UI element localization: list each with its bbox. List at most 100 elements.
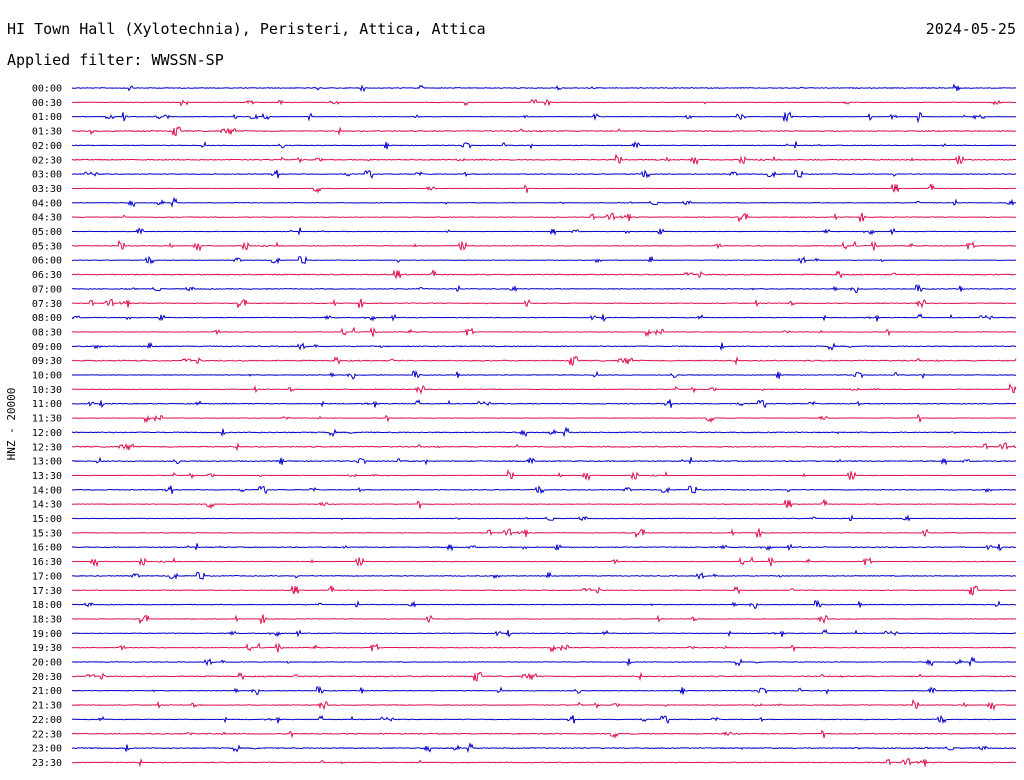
row-time-label: 02:00: [32, 141, 62, 152]
plot-date: 2024-05-25: [925, 20, 1016, 38]
trace-row-0630: [71, 269, 1017, 279]
trace-row-1530: [71, 528, 1017, 538]
trace-row-0130: [71, 126, 1017, 137]
trace-row-2230: [71, 729, 1017, 739]
row-time-label: 00:30: [32, 98, 62, 109]
trace-row-0800: [71, 313, 1017, 323]
trace-row-1130: [71, 414, 1017, 424]
row-time-label: 21:00: [32, 686, 62, 697]
row-time-label: 08:30: [32, 327, 62, 338]
row-time-label: 13:00: [32, 457, 62, 468]
trace-row-2000: [71, 656, 1017, 668]
row-time-label: 06:00: [32, 256, 62, 267]
row-time-label: 15:30: [32, 528, 62, 539]
row-time-label: 04:30: [32, 213, 62, 224]
row-time-label: 06:30: [32, 270, 62, 281]
row-time-label: 14:00: [32, 485, 62, 496]
row-time-label: 00:00: [32, 84, 62, 95]
row-time-label: 03:00: [32, 170, 62, 181]
row-time-label: 20:00: [32, 658, 62, 669]
trace-row-1630: [71, 556, 1017, 568]
row-time-label: 09:00: [32, 342, 62, 353]
trace-row-1300: [71, 456, 1017, 466]
row-time-label: 19:00: [32, 629, 62, 640]
row-time-label: 07:00: [32, 284, 62, 295]
row-time-label: 23:30: [32, 758, 62, 769]
row-time-label: 04:00: [32, 198, 62, 209]
trace-row-1400: [71, 485, 1017, 495]
filter-label: Applied filter: WWSSN-SP: [7, 51, 224, 69]
trace-row-0000: [71, 83, 1017, 93]
trace-row-0500: [71, 227, 1017, 237]
trace-row-1900: [71, 628, 1017, 638]
trace-row-0600: [72, 255, 1017, 265]
row-time-label: 11:00: [32, 399, 62, 410]
trace-row-2330: [71, 757, 1017, 768]
row-time-label: 12:30: [32, 442, 62, 453]
row-time-label: 20:30: [32, 672, 62, 683]
row-time-label: 18:00: [32, 600, 62, 611]
row-time-label: 03:30: [32, 184, 62, 195]
row-time-label: 05:00: [32, 227, 62, 238]
trace-row-1200: [71, 426, 1017, 438]
trace-row-2130: [71, 698, 1017, 711]
row-time-label: 10:00: [32, 371, 62, 382]
row-time-label: 15:00: [32, 514, 62, 525]
trace-row-1100: [71, 399, 1017, 409]
trace-row-0530: [71, 239, 1017, 252]
trace-row-1600: [71, 543, 1017, 552]
row-time-label: 12:00: [32, 428, 62, 439]
row-time-label: 01:30: [32, 127, 62, 138]
trace-row-0400: [71, 196, 1017, 208]
row-time-label: 10:30: [32, 385, 62, 396]
trace-row-0900: [71, 341, 1017, 351]
trace-row-0700: [71, 283, 1017, 294]
trace-row-0200: [71, 140, 1017, 150]
trace-row-0930: [71, 355, 1017, 366]
trace-row-2200: [71, 714, 1017, 725]
trace-row-1700: [71, 571, 1017, 581]
row-time-label: 02:30: [32, 155, 62, 166]
trace-row-0830: [71, 326, 1017, 338]
row-time-label: 22:00: [32, 715, 62, 726]
trace-row-2030: [71, 671, 1016, 682]
trace-row-1430: [71, 499, 1017, 510]
trace-row-0730: [71, 298, 1017, 309]
trace-row-2100: [71, 685, 1017, 696]
row-time-label: 21:30: [32, 701, 62, 712]
trace-row-0030: [71, 98, 1017, 107]
row-time-label: 17:30: [32, 586, 62, 597]
row-time-label: 23:00: [32, 744, 62, 755]
trace-row-0300: [71, 169, 1017, 179]
trace-row-1500: [71, 514, 1017, 522]
row-time-label: 17:00: [32, 571, 62, 582]
row-time-label: 14:30: [32, 500, 62, 511]
trace-row-1000: [71, 369, 1017, 380]
trace-row-1030: [71, 383, 1017, 395]
trace-row-0430: [71, 212, 1017, 222]
row-time-label: 11:30: [32, 414, 62, 425]
row-time-label: 08:00: [32, 313, 62, 324]
trace-row-1800: [71, 599, 1017, 610]
row-time-label: 09:30: [32, 356, 62, 367]
trace-row-2300: [71, 742, 1017, 754]
row-time-label: 22:30: [32, 729, 62, 740]
trace-row-1830: [71, 614, 1017, 625]
row-time-label: 18:30: [32, 614, 62, 625]
row-time-label: 16:00: [32, 543, 62, 554]
row-time-label: 07:30: [32, 299, 62, 310]
trace-row-1930: [71, 642, 1017, 653]
trace-row-0330: [71, 183, 1017, 194]
trace-row-1230: [71, 442, 1017, 452]
row-time-label: 16:30: [32, 557, 62, 568]
trace-row-1730: [71, 585, 1017, 596]
station-title: HI Town Hall (Xylotechnia), Peristeri, A…: [7, 20, 486, 38]
row-time-label: 19:30: [32, 643, 62, 654]
row-time-label: 05:30: [32, 241, 62, 252]
trace-row-0230: [71, 153, 1017, 166]
row-time-label: 01:00: [32, 112, 62, 123]
trace-row-0100: [71, 111, 1017, 124]
row-time-label: 13:30: [32, 471, 62, 482]
y-axis-label: HNZ - 20000: [5, 388, 18, 461]
